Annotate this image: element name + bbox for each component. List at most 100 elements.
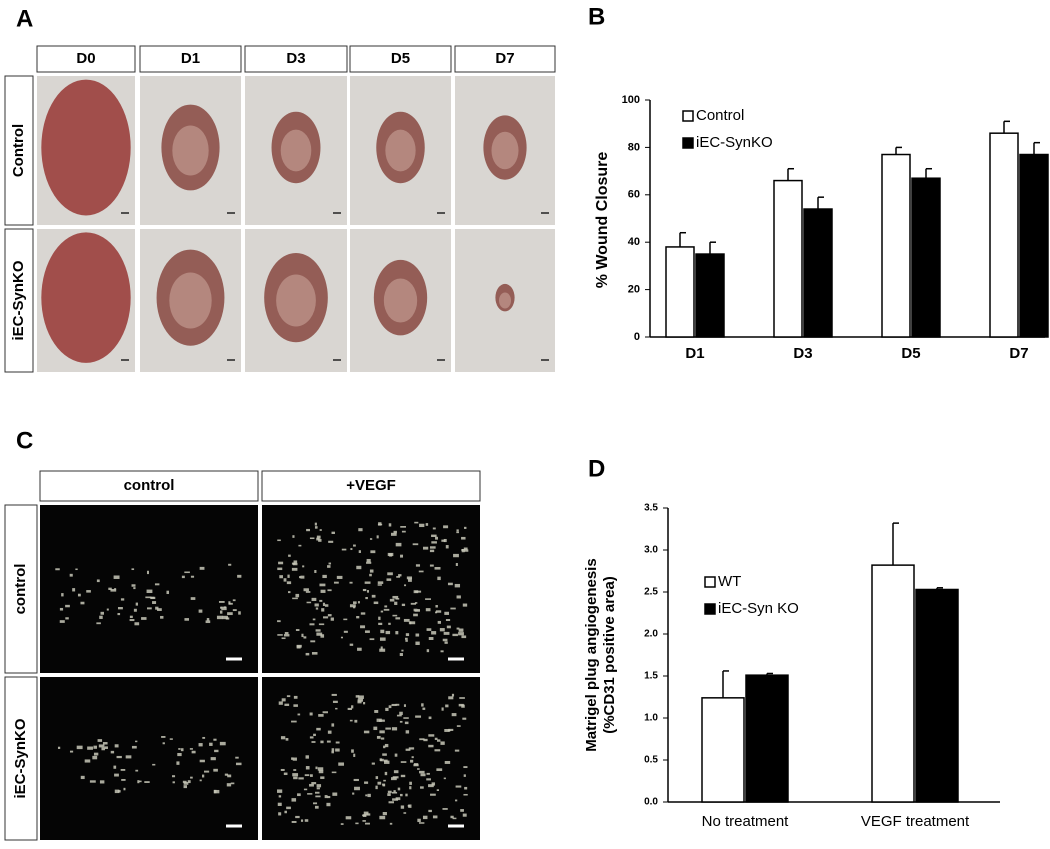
- speckle: [123, 787, 126, 791]
- speckle: [437, 620, 441, 624]
- panel-label: B: [588, 3, 605, 30]
- wound-scab: [491, 131, 519, 170]
- speckle: [384, 743, 389, 748]
- wound-scab: [172, 125, 209, 176]
- speckle: [385, 707, 389, 711]
- speckle: [300, 819, 304, 822]
- speckle: [353, 753, 356, 757]
- speckle: [364, 822, 370, 825]
- speckle: [382, 784, 386, 787]
- column-header: D7: [495, 50, 514, 67]
- y-tick-label: 3.5: [644, 503, 658, 514]
- speckle: [371, 594, 376, 598]
- speckle: [377, 523, 383, 526]
- speckle: [277, 789, 283, 793]
- speckle: [55, 568, 60, 571]
- speckle: [380, 629, 385, 634]
- speckle: [405, 633, 410, 637]
- speckle: [451, 693, 455, 697]
- wound-scab: [383, 278, 418, 323]
- speckle: [292, 757, 297, 761]
- speckle: [120, 768, 126, 771]
- speckle: [430, 546, 436, 549]
- speckle: [303, 788, 308, 791]
- speckle: [227, 774, 232, 778]
- speckle: [444, 641, 448, 644]
- speckle: [150, 596, 156, 600]
- speckle: [389, 553, 393, 557]
- y-axis-label: Matrigel plug angiogenesis(%CD31 positiv…: [583, 558, 618, 751]
- speckle: [401, 530, 406, 533]
- speckle: [409, 786, 412, 790]
- speckle: [463, 547, 468, 551]
- speckle: [376, 535, 379, 539]
- speckle: [445, 619, 451, 622]
- speckle: [426, 778, 431, 781]
- speckle: [327, 565, 331, 568]
- speckle: [426, 772, 430, 775]
- speckle: [309, 774, 313, 777]
- speckle: [135, 769, 139, 772]
- speckle: [191, 750, 196, 754]
- y-tick-label: 0.5: [644, 755, 658, 766]
- speckle: [315, 795, 321, 798]
- speckle: [311, 782, 317, 785]
- speckle: [357, 698, 364, 702]
- speckle: [387, 790, 392, 794]
- bar: [803, 208, 833, 338]
- speckle: [358, 695, 364, 699]
- speckle: [395, 542, 402, 547]
- speckle: [373, 601, 379, 605]
- speckle: [206, 618, 210, 621]
- speckle: [380, 610, 384, 613]
- speckle: [199, 779, 202, 782]
- speckle: [228, 601, 231, 605]
- speckle: [114, 588, 117, 590]
- speckle: [133, 608, 137, 612]
- speckle: [353, 778, 359, 782]
- speckle: [213, 768, 218, 772]
- speckle: [315, 766, 318, 770]
- speckle: [120, 598, 125, 601]
- speckle: [395, 631, 399, 635]
- column-header-box: [139, 45, 242, 73]
- speckle: [378, 616, 381, 620]
- speckle: [425, 608, 431, 612]
- speckle: [291, 757, 294, 760]
- speckle: [301, 633, 304, 638]
- speckle: [458, 632, 464, 636]
- panel-label: C: [16, 427, 33, 454]
- row-header: control: [12, 564, 29, 615]
- speckle: [291, 562, 296, 565]
- speckle: [89, 780, 96, 783]
- speckle: [117, 613, 121, 616]
- speckle: [101, 747, 105, 751]
- speckle: [456, 531, 460, 534]
- speckle: [369, 569, 374, 573]
- y-axis-label: % Wound Closure: [594, 152, 611, 289]
- speckle: [228, 563, 232, 566]
- speckle: [428, 809, 432, 813]
- speckle: [213, 738, 217, 741]
- bar: [773, 179, 803, 338]
- speckle: [456, 595, 461, 599]
- speckle: [87, 746, 93, 750]
- speckle: [345, 816, 352, 820]
- speckle: [141, 617, 147, 620]
- speckle: [442, 638, 448, 642]
- speckle: [415, 590, 422, 593]
- speckle: [181, 575, 185, 579]
- speckle: [213, 789, 217, 794]
- speckle: [462, 813, 467, 817]
- column-header: D5: [391, 50, 410, 67]
- speckle: [432, 815, 438, 819]
- speckle: [327, 730, 332, 734]
- speckle: [114, 744, 119, 748]
- speckle: [286, 806, 291, 810]
- bar: [665, 246, 695, 338]
- speckle: [461, 536, 466, 540]
- speckle: [96, 579, 100, 583]
- speckle: [441, 539, 446, 542]
- speckle: [219, 610, 223, 614]
- speckle: [370, 550, 376, 554]
